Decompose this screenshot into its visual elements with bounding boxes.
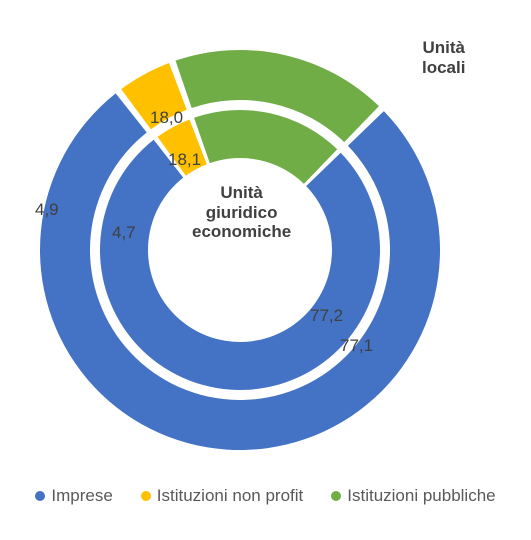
chart-legend: Imprese Istituzioni non profit Istituzio…	[0, 480, 531, 516]
outer-label-pubbliche: 18,0	[150, 108, 183, 128]
slice-pubbliche	[194, 110, 337, 184]
inner-label-pubbliche: 18,1	[168, 150, 201, 170]
legend-item-nonprofit: Istituzioni non profit	[141, 486, 303, 506]
legend-swatch-nonprofit	[141, 491, 151, 501]
outer-label-imprese: 77,1	[340, 336, 373, 356]
legend-item-imprese: Imprese	[35, 486, 112, 506]
legend-swatch-pubbliche	[331, 491, 341, 501]
legend-label-nonprofit: Istituzioni non profit	[157, 486, 303, 506]
legend-label-pubbliche: Istituzioni pubbliche	[347, 486, 495, 506]
inner-ring-title: Unità giuridico economiche	[192, 183, 291, 242]
inner-label-nonprofit: 4,7	[112, 223, 136, 243]
legend-swatch-imprese	[35, 491, 45, 501]
outer-ring-title: Unità locali	[422, 38, 465, 77]
donut-chart: Unità locali Unità giuridico economiche …	[0, 0, 531, 480]
inner-label-imprese: 77,2	[310, 306, 343, 326]
legend-item-pubbliche: Istituzioni pubbliche	[331, 486, 495, 506]
outer-label-nonprofit: 4,9	[35, 200, 59, 220]
slice-imprese	[100, 140, 380, 390]
legend-label-imprese: Imprese	[51, 486, 112, 506]
